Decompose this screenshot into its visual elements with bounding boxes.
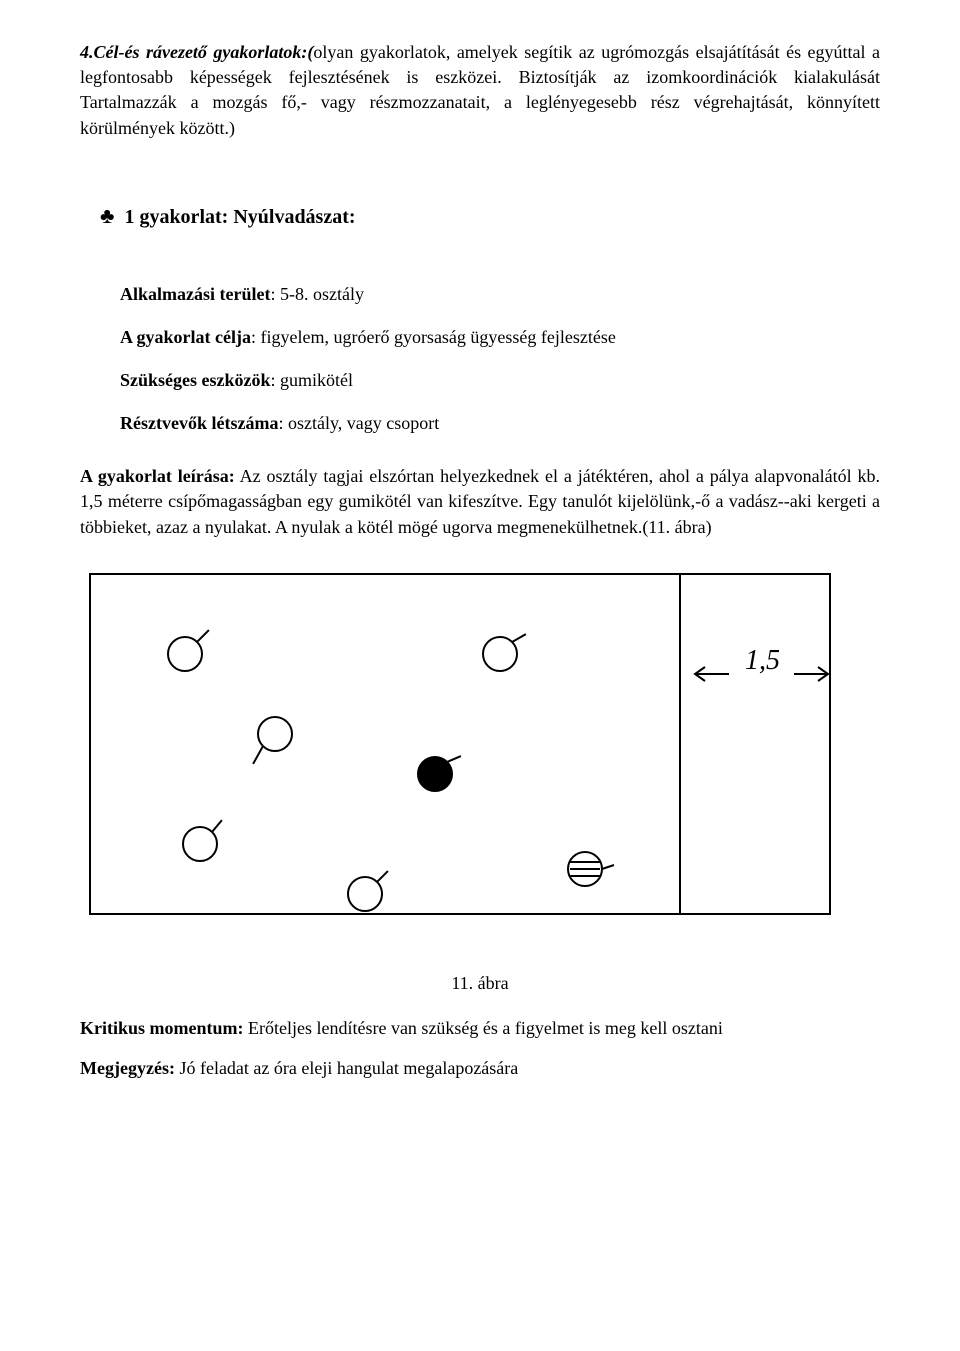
figure-diagram: 1,5 [80, 564, 840, 941]
club-icon: ♣ [100, 201, 114, 232]
meta-participants: Résztvevők létszáma: osztály, vagy csopo… [120, 411, 880, 436]
exercise-description: A gyakorlat leírása: Az osztály tagjai e… [80, 464, 880, 540]
exercise-heading: ♣ 1 gyakorlat: Nyúlvadászat: [100, 201, 880, 232]
section-intro: 4.Cél-és rávezető gyakorlatok:(olyan gya… [80, 40, 880, 141]
meta-goal: A gyakorlat célja: figyelem, ugróerő gyo… [120, 325, 880, 350]
exercise-meta: Alkalmazási terület: 5-8. osztály A gyak… [120, 282, 880, 437]
svg-text:1,5: 1,5 [745, 645, 780, 676]
critical-moment: Kritikus momentum: Erőteljes lendítésre … [80, 1016, 880, 1041]
playfield-svg: 1,5 [80, 564, 840, 934]
meta-tools: Szükséges eszközök: gumikötél [120, 368, 880, 393]
section-title: 4.Cél-és rávezető gyakorlatok:( [80, 42, 313, 62]
note: Megjegyzés: Jó feladat az óra eleji hang… [80, 1056, 880, 1081]
figure-caption: 11. ábra [80, 971, 880, 996]
exercise-title: 1 gyakorlat: Nyúlvadászat: [124, 203, 355, 231]
meta-area: Alkalmazási terület: 5-8. osztály [120, 282, 880, 307]
